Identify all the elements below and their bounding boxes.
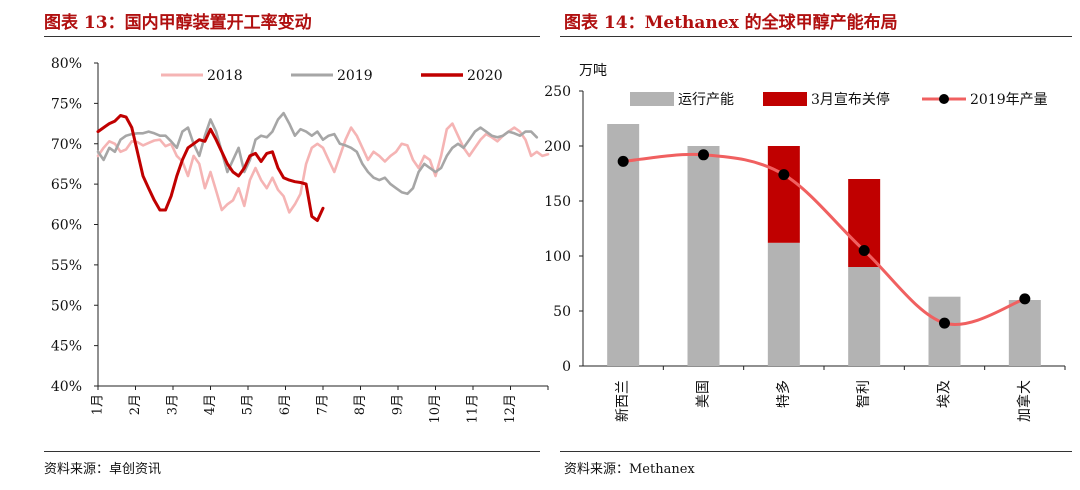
x-tick-label: 10月	[428, 394, 443, 424]
y-tick-label: 200	[544, 139, 571, 155]
y-tick-label: 65%	[51, 177, 82, 193]
x-tick-label: 1月	[91, 394, 106, 415]
y-tick-label: 50%	[51, 298, 82, 314]
left-figure-title: 图表 13：国内甲醇装置开工率变动	[44, 13, 312, 33]
x-tick-label: 5月	[241, 394, 256, 415]
y-axis-unit: 万吨	[579, 63, 607, 79]
x-tick-label: 9月	[391, 394, 406, 415]
x-tick-label: 新西兰	[615, 380, 631, 422]
right-figure: 图表 14：Methanex 的全球甲醇产能布局 0 50 100 150 200 250…	[544, 0, 1080, 490]
output-marker	[778, 169, 790, 181]
x-tick-label: 4月	[203, 394, 218, 415]
bar-capacity	[687, 146, 720, 366]
output-marker	[1019, 293, 1031, 305]
bar-capacity	[767, 242, 800, 366]
y-tick-label: 100	[544, 249, 571, 265]
legend-swatch-shutdown	[763, 92, 807, 106]
bar-capacity	[1008, 300, 1041, 366]
y-tick-label: 80%	[51, 56, 82, 72]
output-marker	[698, 149, 709, 161]
y-tick-label: 0	[562, 359, 571, 375]
y-tick-label: 250	[544, 84, 571, 100]
series-line-2018	[96, 122, 550, 214]
right-source-note: 资料来源：Methanex	[564, 462, 695, 477]
y-tick-label: 70%	[51, 137, 82, 153]
legend-label-2019: 2019	[337, 68, 373, 84]
legend-label-capacity: 运行产能	[678, 92, 734, 108]
x-tick-label: 3月	[166, 394, 181, 415]
left-source-rule	[44, 451, 540, 452]
left-title-rule	[44, 36, 540, 37]
utilization-line-chart: 40% 45% 50% 55% 60% 65% 70% 75% 80% 1月 2月 3月 4月 5月 6月 7…	[51, 56, 550, 424]
series-line-2019	[96, 111, 539, 196]
x-tick-label: 埃及	[937, 380, 953, 408]
x-tick-label: 美国	[696, 380, 712, 408]
legend-swatch-capacity	[630, 92, 674, 106]
output-marker	[858, 245, 870, 256]
bar-capacity	[848, 267, 881, 366]
y-tick-label: 50	[553, 304, 571, 320]
x-tick-label: 12月	[503, 394, 518, 424]
x-tick-label: 特多	[775, 380, 792, 408]
bar-capacity	[928, 296, 961, 366]
x-tick-label: 加拿大	[1016, 380, 1033, 422]
legend-label-output: 2019年产量	[970, 92, 1048, 108]
x-tick-label: 6月	[278, 394, 293, 415]
left-figure: 图表 13：国内甲醇装置开工率变动 40% 45% 50% 55% 60% 65% 70% 7…	[44, 13, 550, 477]
y-tick-label: 40%	[51, 379, 82, 395]
x-tick-label: 智利	[856, 380, 872, 408]
left-source-note: 资料来源：卓创资讯	[44, 462, 162, 477]
series-line-2020	[96, 114, 325, 222]
legend-label-2020: 2020	[467, 68, 503, 84]
x-tick-label: 8月	[353, 394, 368, 415]
legend-label-2018: 2018	[207, 68, 243, 84]
bar-shutdown	[767, 146, 800, 243]
y-tick-label: 150	[544, 194, 571, 210]
right-title-rule	[560, 36, 1072, 37]
right-source-rule	[560, 451, 1072, 452]
legend-label-shutdown: 3月宣布关停	[811, 91, 890, 108]
right-figure-title: 图表 14：Methanex 的全球甲醇产能布局	[564, 13, 898, 33]
x-tick-label: 7月	[316, 394, 331, 415]
output-line	[623, 152, 1026, 326]
x-tick-label: 2月	[128, 394, 143, 415]
y-tick-label: 75%	[51, 96, 82, 112]
legend-marker-output	[939, 94, 949, 104]
y-tick-label: 55%	[51, 258, 82, 274]
x-tick-label: 11月	[466, 394, 481, 424]
y-tick-label: 60%	[51, 218, 82, 234]
y-tick-label: 45%	[51, 339, 82, 355]
output-marker	[617, 155, 629, 167]
output-marker	[939, 317, 950, 329]
